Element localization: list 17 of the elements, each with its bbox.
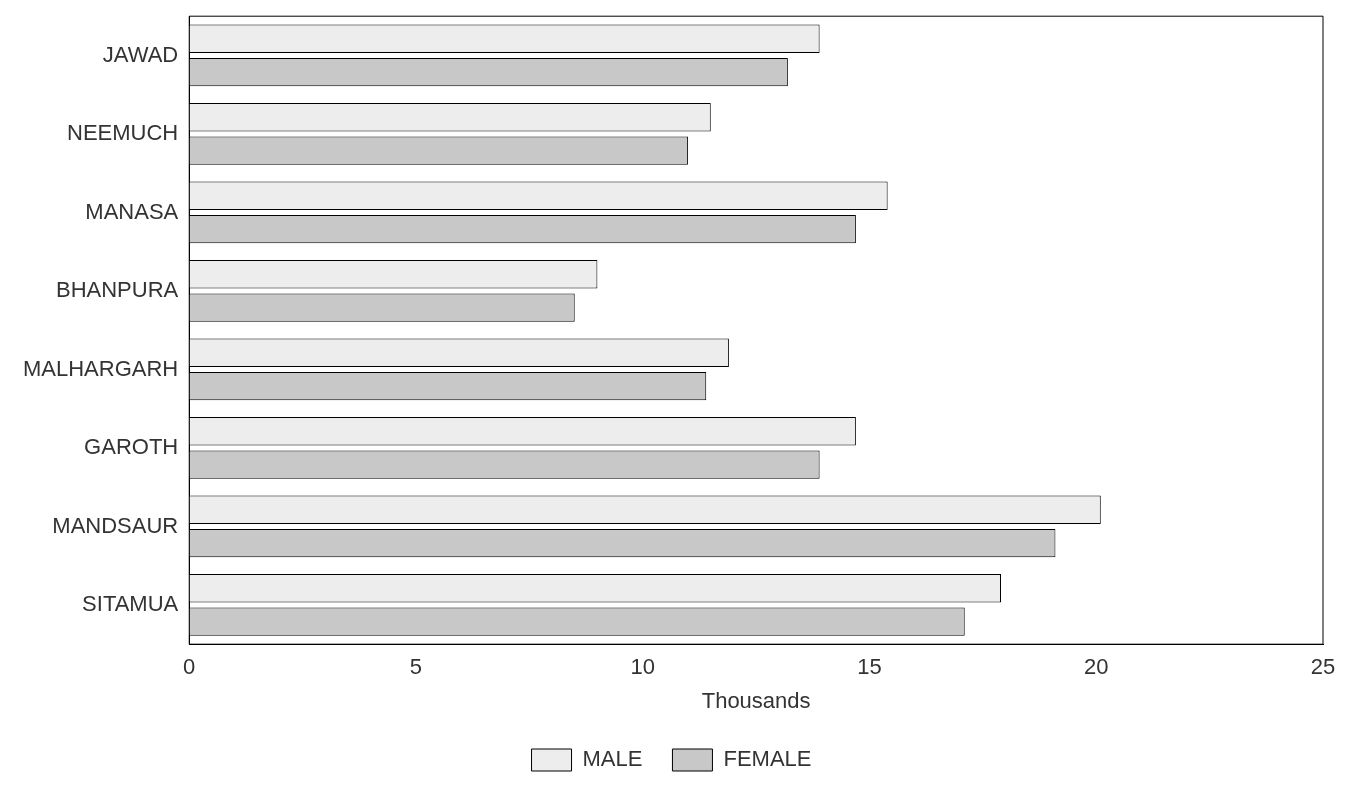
x-tick-label: 20 (1084, 654, 1109, 680)
y-tick-label: BHANPURA (56, 277, 179, 303)
y-tick-label: NEEMUCH (67, 120, 179, 146)
x-tick-label: 25 (1310, 654, 1336, 680)
x-tick-label: 0 (183, 654, 196, 680)
y-tick-label: JAWAD (102, 41, 179, 67)
y-tick-label: MANASA (85, 198, 179, 224)
y-tick-label: SITAMUA (82, 591, 179, 617)
y-tick-label: MANDSAUR (52, 512, 179, 538)
x-axis-title: Thousands (701, 687, 811, 713)
x-tick-label: 5 (409, 654, 423, 680)
legend-label: FEMALE (723, 746, 812, 772)
x-tick-label: 15 (857, 654, 882, 680)
y-tick-label: MALHARGARH (23, 355, 179, 381)
x-tick-label: 10 (630, 654, 655, 680)
y-tick-label: GAROTH (84, 434, 179, 460)
legend-label: MALE (582, 746, 643, 772)
